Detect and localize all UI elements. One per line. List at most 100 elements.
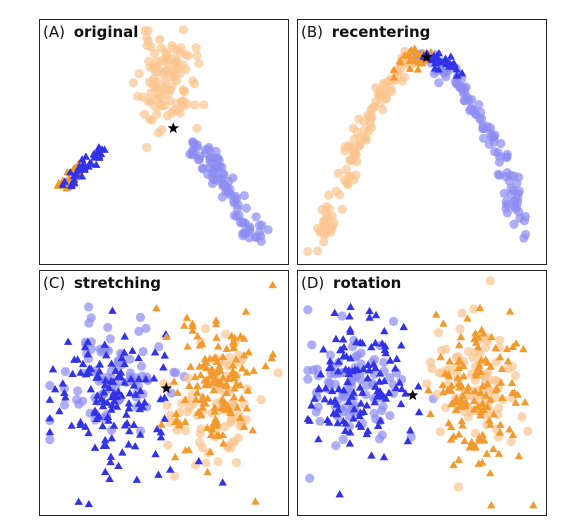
- scatter-point-circle: [195, 151, 205, 161]
- scatter-point-triangle: [212, 420, 221, 428]
- scatter-point-triangle: [120, 378, 129, 386]
- scatter-point-triangle: [486, 362, 495, 370]
- scatter-point-triangle: [457, 396, 466, 404]
- scatter-point-circle: [470, 428, 481, 438]
- scatter-point-triangle: [238, 364, 247, 372]
- scatter-point-triangle: [212, 431, 222, 439]
- scatter-point-circle: [351, 149, 361, 160]
- scatter-point-triangle: [439, 387, 448, 396]
- scatter-point-circle: [134, 68, 144, 79]
- scatter-point-circle: [226, 415, 236, 425]
- scatter-point-triangle: [345, 439, 355, 447]
- scatter-point-triangle: [314, 434, 323, 443]
- scatter-point-circle: [313, 246, 323, 256]
- panel-c-label: (C) stretching: [43, 274, 161, 292]
- scatter-point-triangle: [413, 65, 423, 73]
- scatter-point-triangle: [86, 385, 96, 393]
- scatter-point-circle: [375, 85, 385, 95]
- panel-a-frame: [39, 19, 289, 265]
- scatter-point-circle: [515, 213, 525, 223]
- scatter-point-triangle: [454, 357, 463, 365]
- scatter-point-circle: [143, 25, 153, 36]
- scatter-point-circle: [167, 108, 177, 118]
- scatter-point-triangle: [519, 344, 528, 353]
- scatter-point-triangle: [478, 381, 487, 390]
- scatter-point-circle: [241, 415, 252, 425]
- scatter-point-triangle: [105, 474, 114, 482]
- scatter-point-triangle: [343, 377, 352, 386]
- scatter-point-triangle: [320, 395, 329, 403]
- scatter-point-triangle: [440, 369, 450, 377]
- scatter-point-circle: [434, 328, 444, 338]
- scatter-point-triangle: [199, 399, 208, 407]
- scatter-point-triangle: [483, 379, 492, 388]
- scatter-point-triangle: [87, 159, 96, 167]
- star-marker: [167, 122, 180, 134]
- scatter-point-circle: [506, 437, 516, 447]
- scatter-point-triangle: [451, 405, 461, 414]
- scatter-point-triangle: [196, 370, 205, 379]
- scatter-point-circle: [485, 276, 495, 286]
- scatter-point-triangle: [235, 413, 245, 422]
- scatter-point-triangle: [60, 177, 69, 185]
- scatter-point-circle: [305, 473, 315, 483]
- scatter-point-circle: [319, 237, 329, 247]
- scatter-point-circle: [198, 163, 208, 174]
- scatter-point-circle: [327, 211, 337, 221]
- scatter-point-triangle: [396, 399, 406, 408]
- scatter-point-triangle: [98, 401, 108, 410]
- scatter-point-triangle: [503, 357, 513, 365]
- scatter-point-circle: [517, 412, 527, 422]
- panel-c-letter: (C): [43, 274, 65, 292]
- scatter-point-circle: [187, 390, 197, 400]
- scatter-point-circle: [359, 117, 369, 127]
- scatter-point-circle: [201, 458, 211, 468]
- scatter-point-circle: [45, 435, 55, 445]
- scatter-point-triangle: [230, 384, 239, 392]
- scatter-point-circle: [78, 396, 88, 406]
- scatter-point-triangle: [150, 348, 160, 356]
- scatter-point-triangle: [219, 439, 228, 447]
- scatter-point-circle: [175, 108, 185, 118]
- scatter-point-circle: [388, 316, 399, 326]
- scatter-point-triangle: [497, 364, 507, 372]
- scatter-point-triangle: [244, 347, 253, 356]
- scatter-point-triangle: [76, 368, 85, 376]
- scatter-point-triangle: [346, 302, 355, 310]
- scatter-point-triangle: [156, 433, 166, 441]
- scatter-point-triangle: [237, 394, 247, 402]
- scatter-point-triangle: [78, 359, 88, 368]
- scatter-point-circle: [435, 426, 445, 437]
- scatter-point-triangle: [373, 386, 382, 395]
- scatter-point-circle: [229, 196, 240, 206]
- scatter-point-triangle: [180, 395, 190, 403]
- scatter-point-triangle: [338, 335, 348, 343]
- scatter-point-circle: [200, 323, 211, 334]
- scatter-point-triangle: [106, 452, 116, 460]
- scatter-point-triangle: [358, 388, 367, 396]
- scatter-point-circle: [152, 77, 162, 87]
- scatter-point-triangle: [349, 414, 358, 422]
- panel-a-label: (A) original: [43, 23, 138, 41]
- scatter-point-circle: [241, 203, 252, 213]
- scatter-point-triangle: [239, 422, 249, 430]
- scatter-point-triangle: [229, 373, 238, 382]
- scatter-point-triangle: [218, 373, 228, 381]
- scatter-point-circle: [330, 379, 340, 389]
- scatter-point-triangle: [358, 339, 367, 347]
- scatter-point-triangle: [149, 374, 159, 382]
- scatter-point-triangle: [226, 406, 235, 414]
- panel-c-frame: [39, 270, 289, 516]
- scatter-point-triangle: [100, 340, 109, 348]
- scatter-point-triangle: [397, 341, 406, 349]
- scatter-point-circle: [377, 430, 387, 440]
- scatter-point-circle: [192, 51, 202, 61]
- scatter-point-triangle: [473, 401, 483, 410]
- scatter-point-triangle: [74, 166, 83, 174]
- scatter-point-triangle: [84, 499, 94, 508]
- scatter-point-triangle: [310, 394, 319, 402]
- scatter-point-circle: [138, 346, 148, 357]
- scatter-point-triangle: [202, 358, 211, 366]
- scatter-point-triangle: [476, 411, 485, 419]
- scatter-point-triangle: [424, 386, 433, 394]
